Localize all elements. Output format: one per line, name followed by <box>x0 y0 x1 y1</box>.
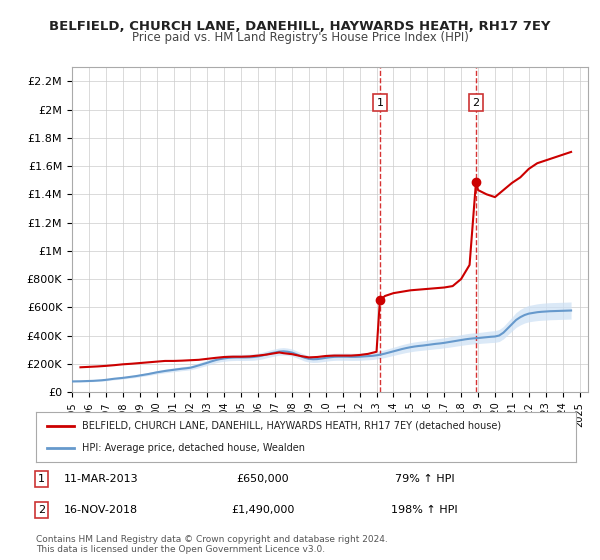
Text: £1,490,000: £1,490,000 <box>231 505 295 515</box>
Text: £650,000: £650,000 <box>236 474 289 484</box>
Text: BELFIELD, CHURCH LANE, DANEHILL, HAYWARDS HEATH, RH17 7EY (detached house): BELFIELD, CHURCH LANE, DANEHILL, HAYWARD… <box>82 421 501 431</box>
Text: Price paid vs. HM Land Registry's House Price Index (HPI): Price paid vs. HM Land Registry's House … <box>131 31 469 44</box>
Text: 16-NOV-2018: 16-NOV-2018 <box>64 505 138 515</box>
Text: 79% ↑ HPI: 79% ↑ HPI <box>395 474 455 484</box>
Text: Contains HM Land Registry data © Crown copyright and database right 2024.
This d: Contains HM Land Registry data © Crown c… <box>36 535 388 554</box>
Text: 2: 2 <box>38 505 45 515</box>
Text: HPI: Average price, detached house, Wealden: HPI: Average price, detached house, Weal… <box>82 443 305 453</box>
Text: 198% ↑ HPI: 198% ↑ HPI <box>391 505 458 515</box>
Text: 1: 1 <box>376 97 383 108</box>
Text: 1: 1 <box>38 474 45 484</box>
Text: BELFIELD, CHURCH LANE, DANEHILL, HAYWARDS HEATH, RH17 7EY: BELFIELD, CHURCH LANE, DANEHILL, HAYWARD… <box>49 20 551 32</box>
Text: 2: 2 <box>472 97 479 108</box>
Text: 11-MAR-2013: 11-MAR-2013 <box>64 474 138 484</box>
